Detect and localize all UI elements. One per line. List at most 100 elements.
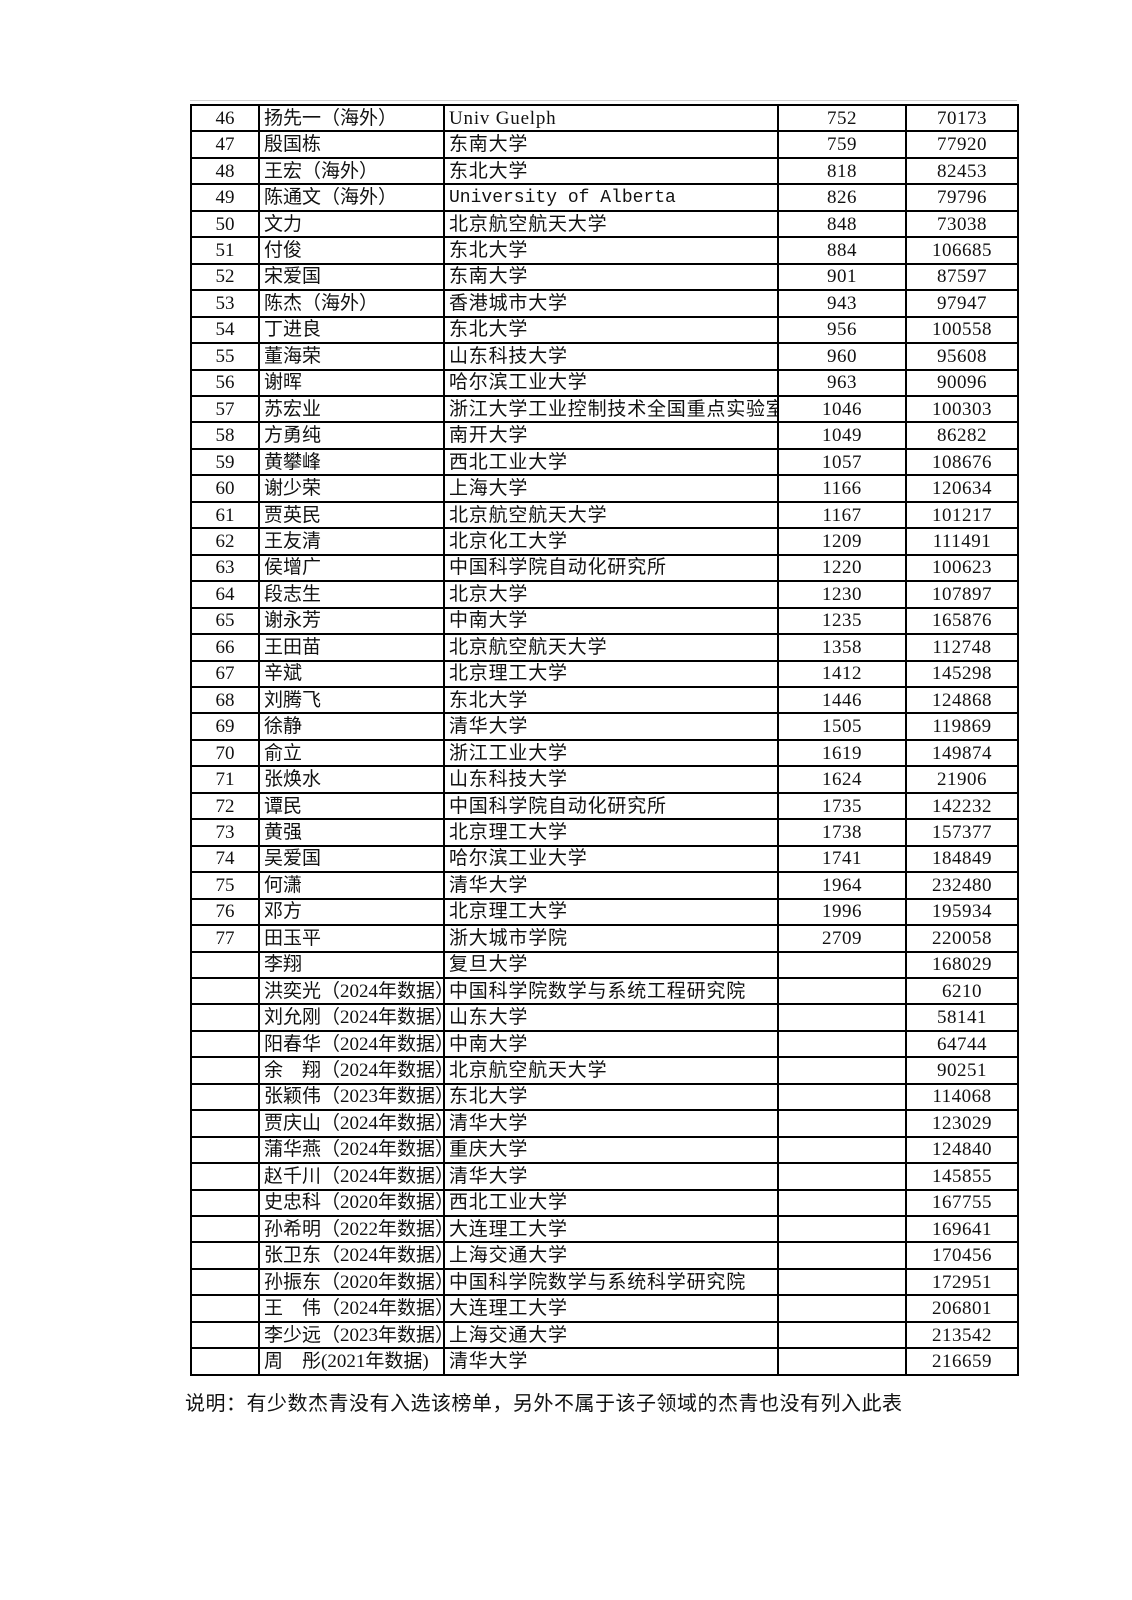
table-row: 47 殷国栋 东南大学 759 77920 [190,130,1019,159]
value1-cell: 2709 [777,924,907,953]
value1-cell: 752 [777,103,907,133]
ranking-table-body: 46 扬先一（海外） Univ Guelph 752 70173 47 殷国栋 东南大学 759… [190,103,1019,1376]
value2-cell: 86282 [905,421,1019,450]
value2-cell: 73038 [905,209,1019,239]
rank-cell: 61 [190,500,260,530]
value2-cell: 172951 [905,1267,1019,1297]
name-cell: 王宏（海外） [258,156,445,186]
name-cell: 谢少荣 [258,474,445,503]
rank-cell [190,1267,260,1297]
table-row: 李少远（2023年数据） 上海交通大学 213542 [190,1320,1019,1350]
table-row: 72 谭民 中国科学院自动化研究所 1735 142232 [190,791,1019,821]
value1-cell [777,1294,907,1323]
value1-cell [777,1241,907,1270]
table-row: 75 何潇 清华大学 1964 232480 [190,871,1019,900]
value2-cell: 206801 [905,1294,1019,1323]
institution-cell: 中南大学 [443,1029,779,1059]
value1-cell: 1996 [777,897,907,927]
table-row: 73 黄强 北京理工大学 1738 157377 [190,818,1019,847]
value2-cell: 100558 [905,315,1019,345]
institution-cell: 山东科技大学 [443,342,779,371]
rank-cell: 76 [190,897,260,927]
rank-cell: 57 [190,394,260,424]
rank-cell [190,1320,260,1350]
institution-cell: 东北大学 [443,1082,779,1112]
value2-cell: 64744 [905,1029,1019,1059]
name-cell: 谢永芳 [258,606,445,636]
value2-cell: 145855 [905,1162,1019,1191]
name-cell: 吴爱国 [258,844,445,874]
institution-cell: 大连理工大学 [443,1215,779,1244]
name-cell: 王 伟（2024年数据） [258,1294,445,1323]
institution-cell: 哈尔滨工业大学 [443,844,779,874]
rank-cell: 69 [190,712,260,741]
name-cell: 辛斌 [258,659,445,688]
institution-cell: Univ Guelph [443,103,779,133]
name-cell: 邓方 [258,897,445,927]
value1-cell: 1446 [777,685,907,715]
value2-cell: 123029 [905,1109,1019,1138]
name-cell: 宋爱国 [258,262,445,292]
table-row: 48 王宏（海外） 东北大学 818 82453 [190,156,1019,186]
institution-cell: 上海大学 [443,474,779,503]
rank-cell [190,1109,260,1138]
table-row: 71 张焕水 山东科技大学 1624 21906 [190,765,1019,794]
institution-cell: 东南大学 [443,262,779,292]
table-row: 60 谢少荣 上海大学 1166 120634 [190,474,1019,503]
institution-cell: 山东大学 [443,1003,779,1032]
value1-cell [777,1109,907,1138]
institution-cell: 中国科学院数学与系统科学研究院 [443,1267,779,1297]
table-row: 57 苏宏业 浙江大学工业控制技术全国重点实验室 1046 100303 [190,394,1019,424]
value2-cell: 220058 [905,924,1019,953]
rank-cell [190,1135,260,1165]
name-cell: 贾庆山（2024年数据） [258,1109,445,1138]
rank-cell [190,1082,260,1112]
name-cell: 蒲华燕（2024年数据） [258,1135,445,1165]
rank-cell: 54 [190,315,260,345]
value2-cell: 90096 [905,368,1019,398]
table-row: 49 陈通文（海外） University of Alberta 826 79796 [190,183,1019,212]
rank-cell: 59 [190,447,260,477]
institution-cell: 西北工业大学 [443,1188,779,1218]
value1-cell: 1209 [777,527,907,556]
name-cell: 张卫东（2024年数据） [258,1241,445,1270]
value2-cell: 100623 [905,553,1019,583]
name-cell: 张焕水 [258,765,445,794]
value1-cell [777,1082,907,1112]
table-row: 55 董海荣 山东科技大学 960 95608 [190,342,1019,371]
value2-cell: 100303 [905,394,1019,424]
name-cell: 何潇 [258,871,445,900]
rank-cell: 71 [190,765,260,794]
value2-cell: 216659 [905,1347,1019,1376]
name-cell: 扬先一（海外） [258,103,445,133]
table-row: 刘允刚（2024年数据） 山东大学 58141 [190,1003,1019,1032]
table-row: 46 扬先一（海外） Univ Guelph 752 70173 [190,103,1019,133]
rank-cell: 66 [190,633,260,662]
name-cell: 谢晖 [258,368,445,398]
value2-cell: 195934 [905,897,1019,927]
value1-cell [777,1056,907,1085]
rank-cell [190,1003,260,1032]
institution-cell: 浙江大学工业控制技术全国重点实验室 [443,394,779,424]
rank-cell: 77 [190,924,260,953]
value2-cell: 111491 [905,527,1019,556]
value1-cell: 1166 [777,474,907,503]
rank-cell: 51 [190,236,260,265]
name-cell: 王友清 [258,527,445,556]
value2-cell: 90251 [905,1056,1019,1085]
value1-cell: 1624 [777,765,907,794]
value2-cell: 142232 [905,791,1019,821]
rank-cell: 60 [190,474,260,503]
value2-cell: 213542 [905,1320,1019,1350]
institution-cell: 东北大学 [443,315,779,345]
table-row: 54 丁进良 东北大学 956 100558 [190,315,1019,345]
rank-cell [190,1347,260,1376]
institution-cell: 北京航空航天大学 [443,1056,779,1085]
name-cell: 史忠科（2020年数据） [258,1188,445,1218]
value2-cell: 149874 [905,738,1019,768]
institution-cell: 中南大学 [443,606,779,636]
name-cell: 陈通文（海外） [258,183,445,212]
value1-cell: 1167 [777,500,907,530]
institution-cell: 中国科学院自动化研究所 [443,791,779,821]
value1-cell: 1235 [777,606,907,636]
